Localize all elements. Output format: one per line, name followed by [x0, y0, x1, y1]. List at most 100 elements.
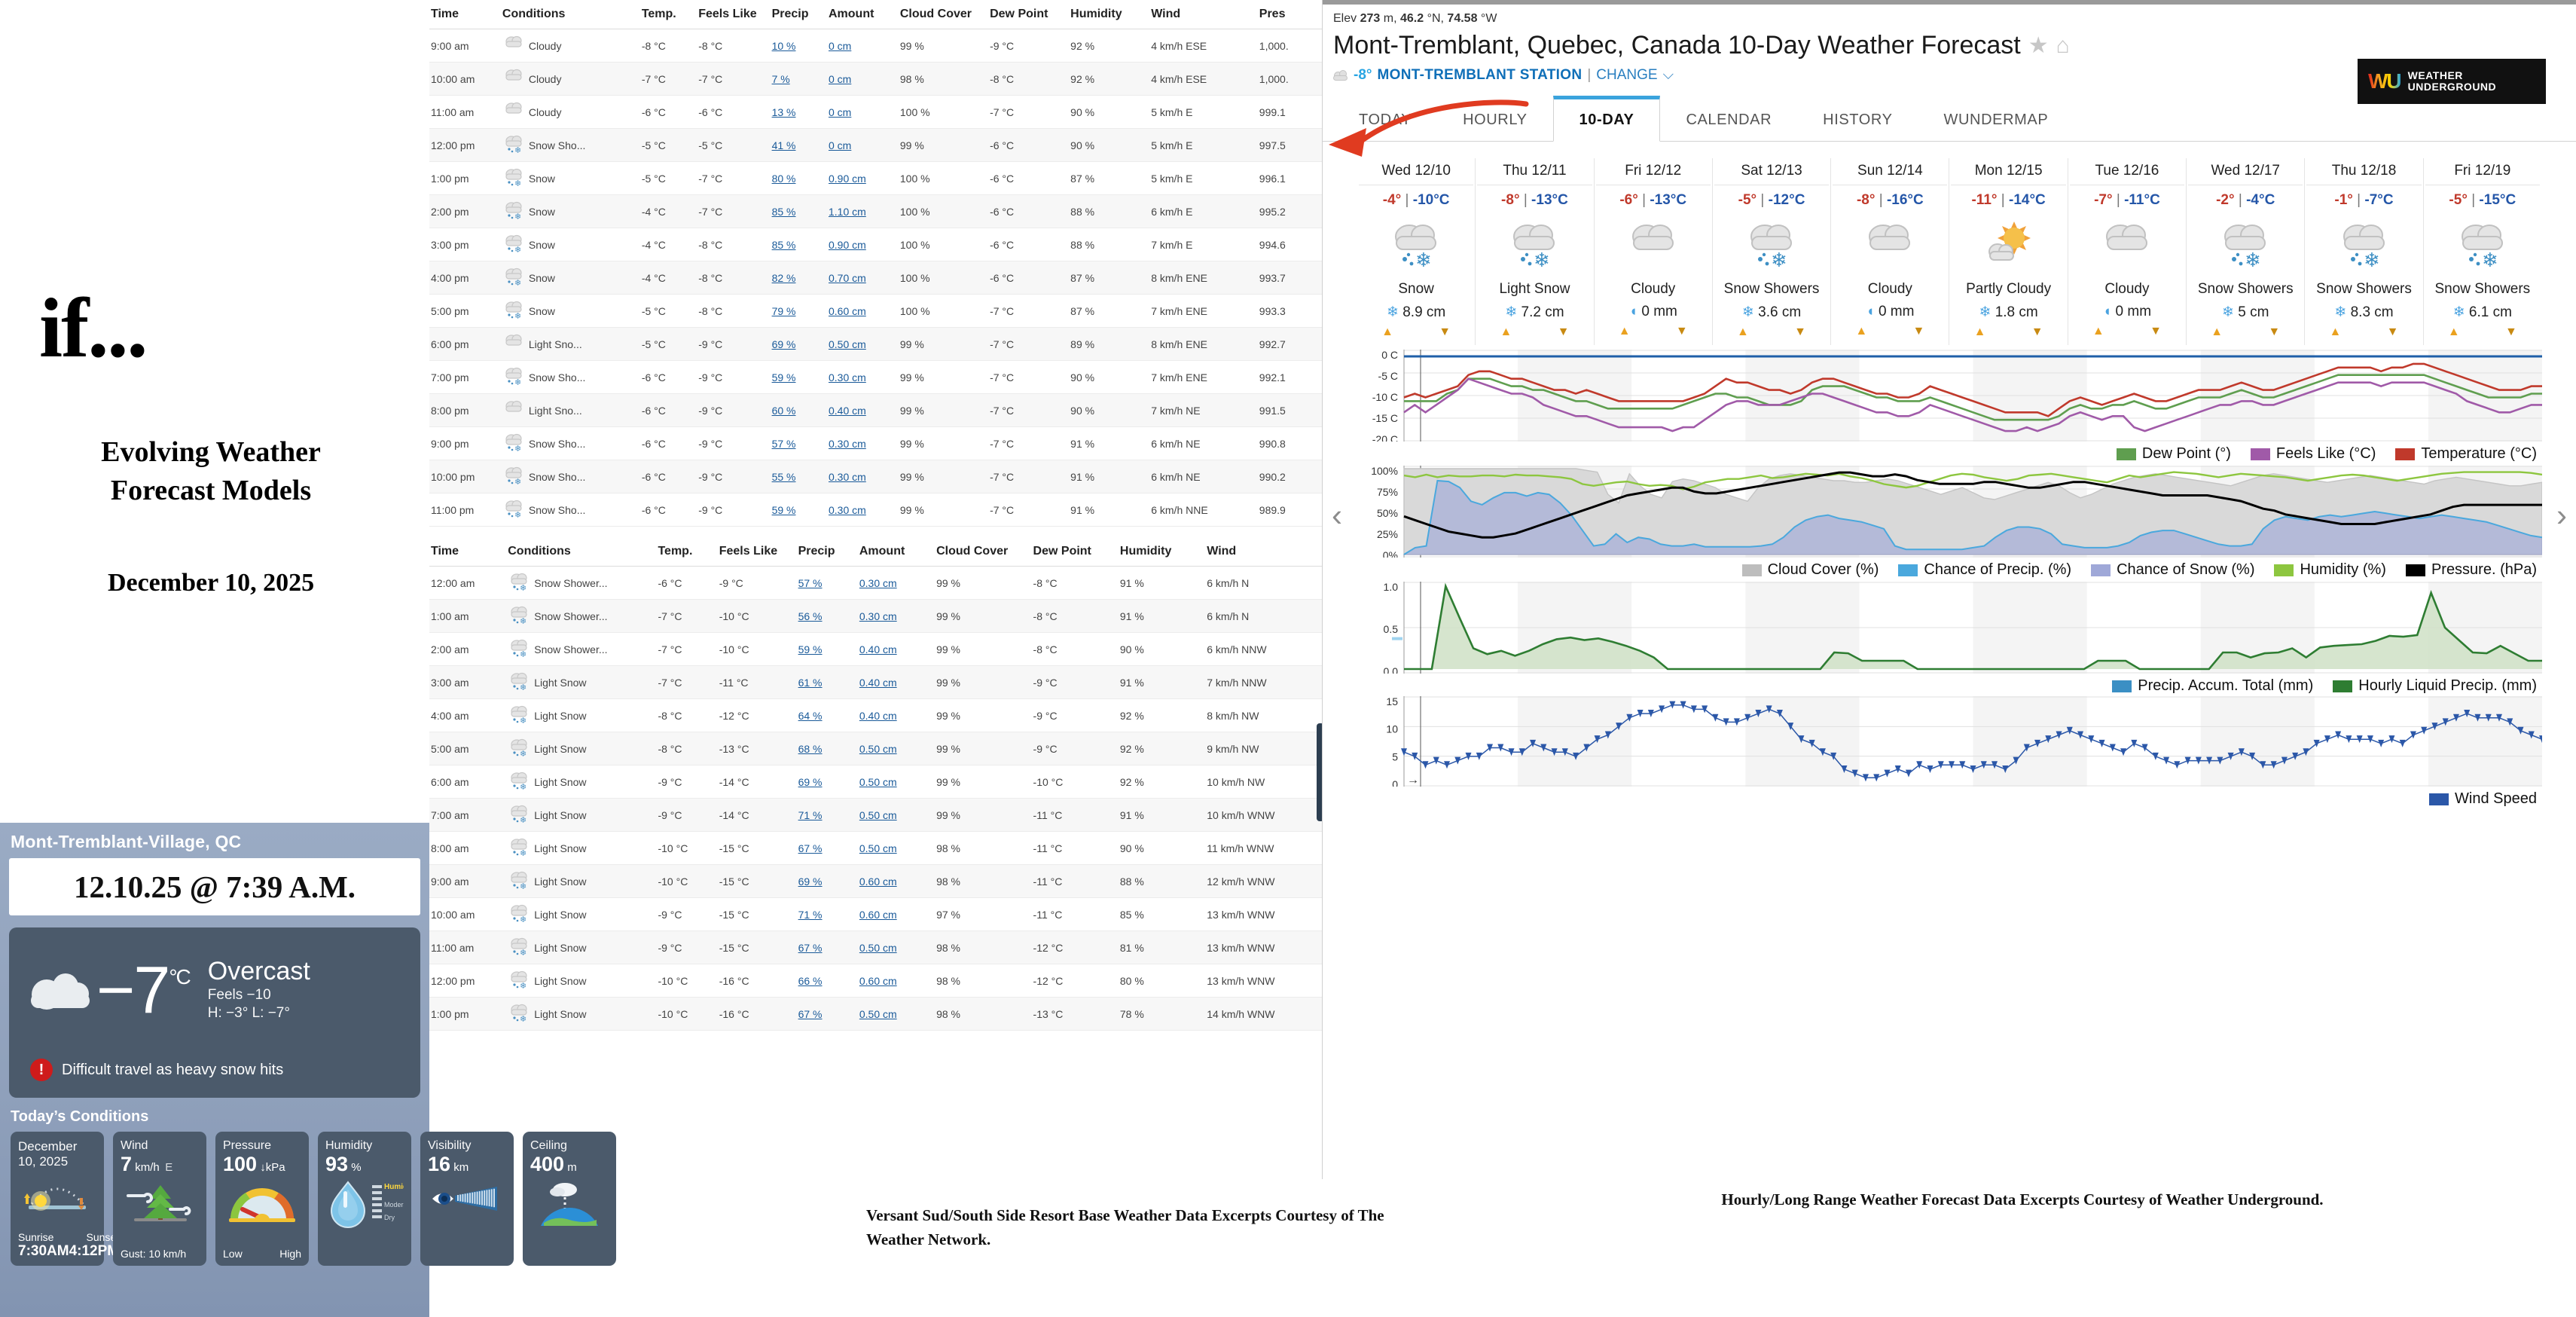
cell-precip-link[interactable]: 10 % [770, 29, 827, 63]
cell-amount-link[interactable]: 0.30 cm [857, 566, 935, 600]
cell-precip-link[interactable]: 71 % [796, 798, 858, 832]
table-row[interactable]: 8:00 pm Light Sno... -6 °C -9 °C 60 % 0.40 c… [429, 393, 1322, 427]
condition-card-pressure[interactable]: Pressure 100 ↓kPa Low High [215, 1132, 309, 1266]
table-row[interactable]: 7:00 pm ❄ Snow Sho... -6 °C -9 °C 59 % 0.30 … [429, 360, 1322, 394]
forecast-day-6[interactable]: Tue 12/16 -7° | -11°C Cloudy ◖ 0 mm ▲ ▼ [2067, 158, 2186, 345]
precip-link[interactable]: 7 % [771, 72, 790, 85]
cell-amount-link[interactable]: 0 cm [826, 128, 899, 162]
amount-link[interactable]: 0.70 cm [828, 271, 866, 284]
cell-amount-link[interactable]: 0.90 cm [826, 161, 899, 195]
cell-amount-link[interactable]: 0.50 cm [857, 831, 935, 865]
forecast-day-9[interactable]: Fri 12/19 -5° | -15°C ❄ Snow Showers ❄ 6… [2422, 158, 2541, 345]
precip-link[interactable]: 64 % [798, 709, 823, 722]
tab-today[interactable]: TODAY [1359, 112, 1412, 128]
cell-precip-link[interactable]: 60 % [770, 393, 827, 427]
cell-amount-link[interactable]: 0.30 cm [826, 460, 899, 493]
table-row[interactable]: 10:00 pm ❄ Snow Sho... -6 °C -9 °C 55 % 0.30… [429, 460, 1322, 493]
cell-amount-link[interactable]: 0.50 cm [857, 798, 935, 832]
cell-precip-link[interactable]: 56 % [796, 599, 858, 633]
cell-precip-link[interactable]: 69 % [796, 864, 858, 898]
table-row[interactable]: 5:00 pm ❄ Snow -5 °C -8 °C 79 % 0.60 cm 100 %… [429, 294, 1322, 328]
forecast-day-0[interactable]: Wed 12/10 -4° | -10°C ❄ Snow ❄ 8.9 cm ▲ ▼ [1357, 158, 1475, 345]
cell-precip-link[interactable]: 7 % [770, 62, 827, 96]
precip-link[interactable]: 68 % [798, 742, 823, 755]
amount-link[interactable]: 0.50 cm [859, 742, 897, 755]
table-row[interactable]: 11:00 am ❄ Light Snow -9 °C -15 °C 67 % 0.50… [429, 930, 1322, 964]
table-row[interactable]: 2:00 pm ❄ Snow -4 °C -7 °C 85 % 1.10 cm 100 %… [429, 194, 1322, 228]
change-station-link[interactable]: CHANGE [1596, 67, 1658, 83]
tab-wundermap[interactable]: WUNDERMAP [1943, 112, 2049, 128]
table-row[interactable]: 9:00 am ❄ Light Snow -10 °C -15 °C 69 % 0.60… [429, 864, 1322, 898]
cell-precip-link[interactable]: 71 % [796, 897, 858, 931]
table-row[interactable]: 1:00 am ❄ Snow Shower... -7 °C -10 °C 56 % 0… [429, 599, 1322, 633]
table-row[interactable]: 4:00 pm ❄ Snow -4 °C -8 °C 82 % 0.70 cm 100 %… [429, 261, 1322, 295]
table-row[interactable]: 9:00 pm ❄ Snow Sho... -6 °C -9 °C 57 % 0.30 … [429, 426, 1322, 460]
table-row[interactable]: 9:00 am Cloudy -8 °C -8 °C 10 % 0 cm 99 % -9 °… [429, 29, 1322, 63]
cell-precip-link[interactable]: 67 % [796, 997, 858, 1031]
amount-link[interactable]: 0.50 cm [859, 808, 897, 821]
amount-link[interactable]: 0.50 cm [859, 842, 897, 854]
precip-link[interactable]: 57 % [798, 576, 823, 589]
cell-amount-link[interactable]: 0.50 cm [857, 732, 935, 765]
table-row[interactable]: 2:00 am ❄ Snow Shower... -7 °C -10 °C 59 % 0… [429, 632, 1322, 666]
table-row[interactable]: 3:00 am ❄ Light Snow -7 °C -11 °C 61 % 0.40 … [429, 665, 1322, 699]
cell-amount-link[interactable]: 0.60 cm [826, 294, 899, 328]
hourly-forecast-tables[interactable]: Time Conditions Temp. Feels Like Precip Amoun… [429, 0, 1322, 1130]
cell-amount-link[interactable]: 0 cm [826, 95, 899, 129]
scrollbar-thumb[interactable] [1317, 723, 1324, 821]
amount-link[interactable]: 0.50 cm [859, 941, 897, 954]
condition-card-wind[interactable]: Wind 7 km/h E Gust: 10 km/h [113, 1132, 206, 1266]
table-row[interactable]: 12:00 pm ❄ Light Snow -10 °C -16 °C 66 % 0.6… [429, 964, 1322, 998]
table-row[interactable]: 12:00 am ❄ Snow Shower... -6 °C -9 °C 57 % 0… [429, 566, 1322, 600]
amount-link[interactable]: 1.10 cm [828, 205, 866, 218]
amount-link[interactable]: 0.40 cm [859, 709, 897, 722]
amount-link[interactable]: 0.60 cm [859, 974, 897, 987]
next-days-chevron-icon[interactable]: › [2556, 497, 2567, 533]
cell-amount-link[interactable]: 0 cm [826, 62, 899, 96]
table-row[interactable]: 1:00 pm ❄ Light Snow -10 °C -16 °C 67 % 0.50… [429, 997, 1322, 1031]
amount-link[interactable]: 0.40 cm [828, 404, 866, 417]
amount-link[interactable]: 0.30 cm [828, 371, 866, 383]
cell-amount-link[interactable]: 0.40 cm [826, 393, 899, 427]
home-icon[interactable]: ⌂ [2056, 32, 2070, 58]
amount-link[interactable]: 0.30 cm [859, 576, 897, 589]
precip-link[interactable]: 59 % [771, 503, 796, 516]
table-row[interactable]: 12:00 pm ❄ Snow Sho... -5 °C -5 °C 41 % 0 cm… [429, 128, 1322, 162]
precip-link[interactable]: 85 % [771, 205, 796, 218]
precip-link[interactable]: 41 % [771, 139, 796, 151]
condition-card-ceiling[interactable]: Ceiling 400 m [523, 1132, 616, 1266]
precip-link[interactable]: 60 % [771, 404, 796, 417]
forecast-day-8[interactable]: Thu 12/18 -1° | -7°C ❄ Snow Showers ❄ 8.… [2304, 158, 2422, 345]
prev-days-chevron-icon[interactable]: ‹ [1332, 497, 1342, 533]
amount-link[interactable]: 0.30 cm [859, 610, 897, 622]
cell-precip-link[interactable]: 59 % [770, 493, 827, 527]
cell-precip-link[interactable]: 69 % [796, 765, 858, 799]
amount-link[interactable]: 0.30 cm [828, 503, 866, 516]
cell-precip-link[interactable]: 61 % [796, 665, 858, 699]
chevron-down-icon[interactable]: ⌵ [1662, 67, 1674, 83]
amount-link[interactable]: 0 cm [828, 39, 852, 52]
cell-amount-link[interactable]: 0.40 cm [857, 698, 935, 732]
precip-link[interactable]: 56 % [798, 610, 823, 622]
cell-amount-link[interactable]: 0.30 cm [826, 360, 899, 394]
table-row[interactable]: 4:00 am ❄ Light Snow -8 °C -12 °C 64 % 0.40 … [429, 698, 1322, 732]
cell-precip-link[interactable]: 68 % [796, 732, 858, 765]
cell-amount-link[interactable]: 0.60 cm [857, 864, 935, 898]
cell-precip-link[interactable]: 69 % [770, 327, 827, 361]
cell-amount-link[interactable]: 0.40 cm [857, 665, 935, 699]
cell-amount-link[interactable]: 0.50 cm [826, 327, 899, 361]
cell-precip-link[interactable]: 59 % [770, 360, 827, 394]
cell-amount-link[interactable]: 0.50 cm [857, 930, 935, 964]
tab-calendar[interactable]: CALENDAR [1686, 112, 1772, 128]
precip-link[interactable]: 61 % [798, 676, 823, 689]
cell-amount-link[interactable]: 0.30 cm [826, 493, 899, 527]
cell-amount-link[interactable]: 0.30 cm [826, 426, 899, 460]
cell-amount-link[interactable]: 0.60 cm [857, 897, 935, 931]
precip-link[interactable]: 67 % [798, 941, 823, 954]
table-row[interactable]: 1:00 pm ❄ Snow -5 °C -7 °C 80 % 0.90 cm 100 %… [429, 161, 1322, 195]
precip-link[interactable]: 57 % [771, 437, 796, 450]
tab-history[interactable]: HISTORY [1823, 112, 1893, 128]
table-row[interactable]: 5:00 am ❄ Light Snow -8 °C -13 °C 68 % 0.50 … [429, 732, 1322, 765]
cell-precip-link[interactable]: 79 % [770, 294, 827, 328]
precip-link[interactable]: 69 % [798, 875, 823, 888]
